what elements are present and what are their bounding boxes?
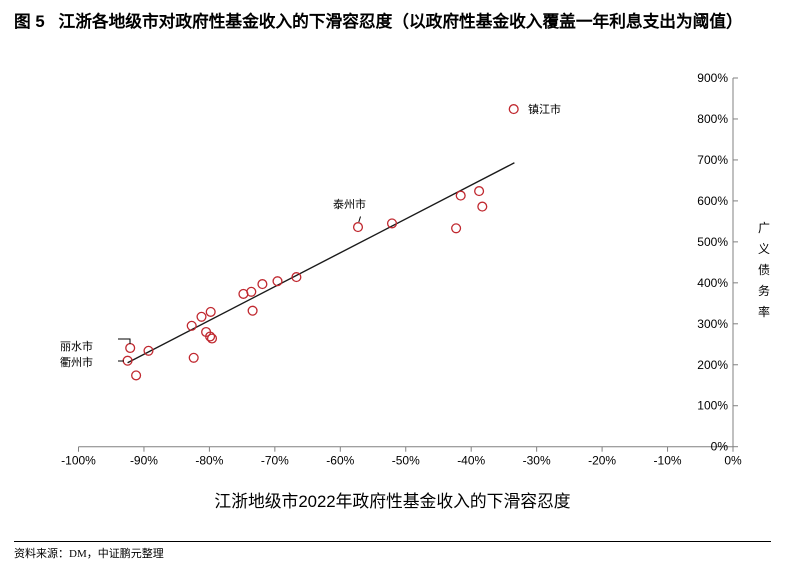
svg-text:700%: 700% — [697, 153, 728, 167]
svg-text:-70%: -70% — [261, 454, 289, 468]
svg-text:100%: 100% — [697, 399, 728, 413]
svg-text:-30%: -30% — [523, 454, 551, 468]
svg-text:-90%: -90% — [130, 454, 158, 468]
svg-text:0%: 0% — [724, 454, 742, 468]
svg-text:-10%: -10% — [654, 454, 682, 468]
svg-text:900%: 900% — [697, 71, 728, 85]
svg-text:600%: 600% — [697, 194, 728, 208]
svg-text:200%: 200% — [697, 358, 728, 372]
svg-text:0%: 0% — [711, 440, 729, 454]
svg-text:400%: 400% — [697, 276, 728, 290]
svg-text:300%: 300% — [697, 317, 728, 331]
svg-text:-80%: -80% — [195, 454, 223, 468]
svg-text:-60%: -60% — [326, 454, 354, 468]
svg-text:-50%: -50% — [392, 454, 420, 468]
svg-text:800%: 800% — [697, 112, 728, 126]
svg-text:500%: 500% — [697, 235, 728, 249]
svg-text:-100%: -100% — [61, 454, 96, 468]
svg-text:-20%: -20% — [588, 454, 616, 468]
svg-text:-40%: -40% — [457, 454, 485, 468]
